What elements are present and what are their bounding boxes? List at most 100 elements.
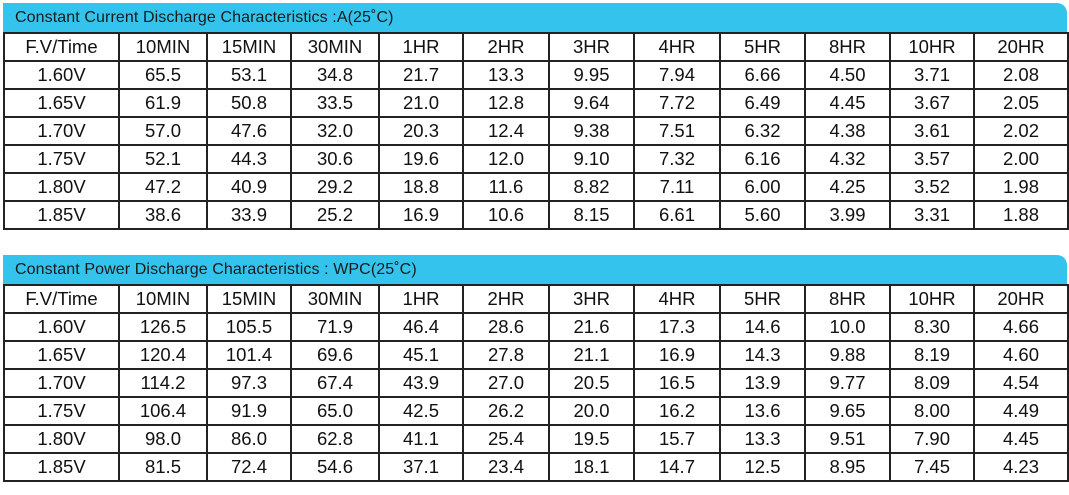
power-discharge-title: Constant Power Discharge Characteristics…	[3, 255, 1067, 284]
value-cell: 3.57	[889, 144, 975, 174]
value-cell: 14.7	[633, 452, 721, 482]
table-header-row: F.V/Time 10MIN 15MIN 30MIN 1HR 2HR 3HR 4HR 5HR 8H…	[3, 32, 1069, 62]
value-cell: 71.9	[290, 312, 380, 342]
value-cell: 20.0	[548, 396, 635, 426]
value-cell: 43.9	[378, 368, 464, 398]
value-cell: 12.8	[462, 88, 550, 118]
value-cell: 4.23	[973, 452, 1069, 482]
column-header: 3HR	[548, 32, 635, 62]
value-cell: 4.54	[973, 368, 1069, 398]
power-discharge-table: F.V/Time 10MIN 15MIN 30MIN 1HR 2HR 3HR 4HR 5HR 8H…	[3, 284, 1069, 482]
current-discharge-section: Constant Current Discharge Characteristi…	[3, 3, 1069, 230]
value-cell: 4.25	[804, 172, 891, 202]
value-cell: 4.60	[973, 340, 1069, 370]
column-header: 30MIN	[290, 32, 380, 62]
value-cell: 16.9	[378, 200, 464, 230]
value-cell: 6.32	[719, 116, 806, 146]
value-cell: 54.6	[290, 452, 380, 482]
value-cell: 12.5	[719, 452, 806, 482]
value-cell: 4.66	[973, 312, 1069, 342]
value-cell: 3.61	[889, 116, 975, 146]
value-cell: 3.52	[889, 172, 975, 202]
value-cell: 4.45	[973, 424, 1069, 454]
current-discharge-title: Constant Current Discharge Characteristi…	[3, 3, 1067, 32]
value-cell: 2.05	[973, 88, 1069, 118]
column-header: 2HR	[462, 284, 550, 314]
value-cell: 3.71	[889, 60, 975, 90]
value-cell: 9.95	[548, 60, 635, 90]
value-cell: 17.3	[633, 312, 721, 342]
value-cell: 4.45	[804, 88, 891, 118]
value-cell: 14.6	[719, 312, 806, 342]
value-cell: 4.32	[804, 144, 891, 174]
value-cell: 105.5	[206, 312, 292, 342]
value-cell: 6.00	[719, 172, 806, 202]
value-cell: 26.2	[462, 396, 550, 426]
value-cell: 25.4	[462, 424, 550, 454]
value-cell: 8.82	[548, 172, 635, 202]
table-row: 1.85V 38.6 33.9 25.2 16.9 10.6 8.15 6.61 5.60 3.9…	[3, 200, 1069, 230]
voltage-cell: 1.65V	[3, 88, 120, 118]
current-discharge-table: F.V/Time 10MIN 15MIN 30MIN 1HR 2HR 3HR 4HR 5HR 8H…	[3, 32, 1069, 230]
value-cell: 20.3	[378, 116, 464, 146]
value-cell: 38.6	[118, 200, 208, 230]
column-header: 5HR	[719, 32, 806, 62]
column-header: 5HR	[719, 284, 806, 314]
value-cell: 40.9	[206, 172, 292, 202]
value-cell: 101.4	[206, 340, 292, 370]
voltage-cell: 1.65V	[3, 340, 120, 370]
column-header: 4HR	[633, 284, 721, 314]
value-cell: 44.3	[206, 144, 292, 174]
value-cell: 4.50	[804, 60, 891, 90]
value-cell: 2.02	[973, 116, 1069, 146]
value-cell: 7.94	[633, 60, 721, 90]
value-cell: 7.45	[889, 452, 975, 482]
value-cell: 69.6	[290, 340, 380, 370]
value-cell: 30.6	[290, 144, 380, 174]
table-row: 1.65V 61.9 50.8 33.5 21.0 12.8 9.64 7.72 6.49 4.4…	[3, 88, 1069, 118]
column-header: 10MIN	[118, 284, 208, 314]
value-cell: 8.19	[889, 340, 975, 370]
value-cell: 6.66	[719, 60, 806, 90]
value-cell: 50.8	[206, 88, 292, 118]
value-cell: 14.3	[719, 340, 806, 370]
value-cell: 9.65	[804, 396, 891, 426]
value-cell: 10.0	[804, 312, 891, 342]
value-cell: 81.5	[118, 452, 208, 482]
column-header: 3HR	[548, 284, 635, 314]
value-cell: 47.2	[118, 172, 208, 202]
voltage-cell: 1.85V	[3, 452, 120, 482]
value-cell: 33.5	[290, 88, 380, 118]
value-cell: 9.64	[548, 88, 635, 118]
column-header: 10HR	[889, 32, 975, 62]
value-cell: 5.60	[719, 200, 806, 230]
column-header: 20HR	[973, 32, 1069, 62]
value-cell: 29.2	[290, 172, 380, 202]
voltage-cell: 1.75V	[3, 396, 120, 426]
value-cell: 41.1	[378, 424, 464, 454]
table-row: 1.65V 120.4 101.4 69.6 45.1 27.8 21.1 16.9 14.3 9…	[3, 340, 1069, 370]
value-cell: 114.2	[118, 368, 208, 398]
value-cell: 53.1	[206, 60, 292, 90]
value-cell: 13.3	[719, 424, 806, 454]
value-cell: 12.4	[462, 116, 550, 146]
value-cell: 11.6	[462, 172, 550, 202]
value-cell: 21.1	[548, 340, 635, 370]
value-cell: 18.1	[548, 452, 635, 482]
value-cell: 8.09	[889, 368, 975, 398]
column-header: 10MIN	[118, 32, 208, 62]
value-cell: 2.00	[973, 144, 1069, 174]
voltage-cell: 1.80V	[3, 424, 120, 454]
value-cell: 65.5	[118, 60, 208, 90]
value-cell: 67.4	[290, 368, 380, 398]
value-cell: 9.77	[804, 368, 891, 398]
voltage-cell: 1.85V	[3, 200, 120, 230]
value-cell: 86.0	[206, 424, 292, 454]
value-cell: 7.51	[633, 116, 721, 146]
value-cell: 72.4	[206, 452, 292, 482]
table-row: 1.70V 114.2 97.3 67.4 43.9 27.0 20.5 16.5 13.9 9.…	[3, 368, 1069, 398]
value-cell: 7.72	[633, 88, 721, 118]
value-cell: 8.00	[889, 396, 975, 426]
column-header: 8HR	[804, 32, 891, 62]
value-cell: 45.1	[378, 340, 464, 370]
